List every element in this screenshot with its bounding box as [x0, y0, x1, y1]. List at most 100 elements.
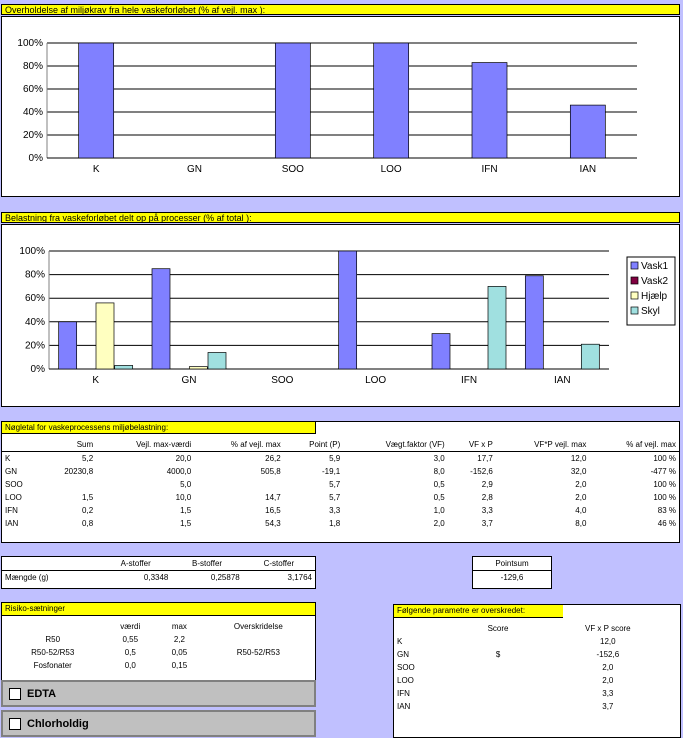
table-cell: -152,6 [596, 650, 620, 659]
chlor-label: Chlorholdig [27, 717, 89, 730]
table-cell: 0,5 [124, 648, 136, 657]
table-cell: 20230,8 [64, 467, 94, 476]
table-cell: 5,2 [82, 454, 94, 463]
table-cell: Fosfonater [33, 661, 72, 670]
table-row: IAN 3,7 [394, 700, 680, 713]
table-row: Mængde (g) 0,3348 0,25878 3,1764 [2, 571, 315, 585]
table-row: K 12,0 [394, 635, 680, 648]
table-cell: 505,8 [260, 467, 281, 476]
table-cell: 4,0 [575, 506, 587, 515]
x-tick-label: SOO [282, 164, 304, 175]
table-cell: 0,05 [171, 648, 188, 657]
table-cell: SOO [397, 663, 415, 672]
table-header: VF x P score [584, 624, 631, 633]
legend-swatch [630, 291, 639, 300]
table-cell: LOO [397, 676, 414, 685]
y-tick-label: 0% [31, 364, 46, 375]
table-row: A-stoffer B-stoffer C-stoffer [2, 557, 315, 571]
table-cell: 2,2 [173, 635, 185, 644]
table-cell: 1,0 [433, 506, 445, 515]
edta-checkbox[interactable] [9, 687, 21, 700]
y-tick-label: 80% [25, 270, 45, 281]
table-cell: 46 % [657, 519, 676, 528]
risiko-table: værdi max Overskridelse R50 0,55 2,2 R50-52/R5… [2, 620, 315, 672]
table-cell: 12,0 [600, 637, 616, 646]
table-cell [202, 659, 315, 672]
bar-Skyl-IAN [580, 343, 600, 370]
legend-label: Vask1 [641, 261, 668, 272]
table-cell: 5,9 [329, 454, 341, 463]
legend-label: Hjælp [641, 291, 668, 302]
legend-swatch [630, 276, 639, 285]
table-cell: 0,55 [122, 635, 139, 644]
table-header: B-stoffer [192, 559, 223, 568]
y-tick-label: 100% [17, 38, 43, 49]
table-cell: 1,5 [180, 506, 192, 515]
table-cell: 0,5 [433, 480, 445, 489]
table-cell: 5,0 [180, 480, 192, 489]
table-cell [202, 633, 315, 646]
table-row: R50-52/R53 0,5 0,05 R50-52/R53 [2, 646, 315, 659]
pointsum-value: -129,6 [500, 573, 524, 582]
table-row: GN $ -152,6 [394, 648, 680, 661]
table-cell: 17,7 [477, 454, 493, 463]
x-tick-label: LOO [381, 164, 402, 175]
table-cell: 1,5 [82, 493, 94, 502]
bar-Vask1-LOO [338, 250, 358, 370]
chlor-checkbox-row[interactable]: Chlorholdig [1, 710, 316, 737]
table-row: Sum Vejl. max-værdi % af vejl. max Point (P… [2, 438, 679, 452]
table-cell: 4000,0 [166, 467, 192, 476]
table-cell: 14,7 [265, 493, 281, 502]
x-tick-label: GN [187, 164, 202, 175]
table-header [2, 620, 103, 633]
table-cell: 20,0 [175, 454, 192, 463]
table-header: A-stoffer [120, 559, 151, 568]
table-cell: 16,5 [265, 506, 281, 515]
stoffer-panel: A-stoffer B-stoffer C-stoffer Mængde (g) 0,3… [1, 556, 316, 589]
table-cell: 0,15 [171, 661, 188, 670]
table-cell: K [5, 454, 11, 463]
table-cell: 1,8 [329, 519, 341, 528]
bar-value-IFN [471, 62, 508, 159]
table-cell: 8,0 [433, 467, 445, 476]
table-cell [40, 478, 96, 491]
table-row: IFN 3,3 [394, 687, 680, 700]
bar-Vask1-IAN [524, 275, 544, 370]
params-panel: Følgende parametre er overskredet: Score… [393, 604, 681, 738]
table-cell: -477 % [650, 467, 676, 476]
table-cell [460, 687, 535, 700]
table-cell: 3,0 [433, 454, 445, 463]
x-tick-label: IAN [579, 164, 596, 175]
legend-swatch [630, 306, 639, 315]
chlor-checkbox[interactable] [9, 717, 21, 730]
table-row: R50 0,55 2,2 [2, 633, 315, 646]
x-tick-label: GN [182, 375, 197, 386]
table-cell [460, 635, 535, 648]
table-cell: 2,0 [602, 663, 614, 672]
table-cell: LOO [5, 493, 22, 502]
table-cell [194, 478, 284, 491]
table-header: værdi [120, 622, 141, 631]
table-cell: IFN [5, 506, 18, 515]
table-row: LOO 1,5 10,0 14,7 5,7 0,5 2,8 2,0 100 % [2, 491, 679, 504]
table-row: SOO 2,0 [394, 661, 680, 674]
table-header: max [171, 622, 187, 631]
table-header: % af vejl. max [626, 440, 676, 449]
chart2-panel: 0% 20% 40% 60% 80% 100% K GN SOO LOO IFN IAN Vask1 Va… [1, 224, 680, 407]
table-cell [460, 661, 535, 674]
table-header: Overskridelse [233, 622, 283, 631]
table-cell: 100 % [653, 493, 676, 502]
table-cell: 0,5 [433, 493, 445, 502]
table-cell: R50 [45, 635, 61, 644]
y-tick-label: 60% [23, 84, 43, 95]
chart2-plot: 0% 20% 40% 60% 80% 100% K GN SOO LOO IFN IAN Vask1 Va… [19, 246, 676, 386]
table-header: Sum [76, 440, 94, 449]
risiko-title: Risiko-sætninger [2, 603, 315, 616]
table-cell: 12,0 [570, 454, 587, 463]
edta-checkbox-row[interactable]: EDTA [1, 680, 316, 707]
bar-Vask1-K [58, 321, 78, 370]
table-cell: R50-52/R53 [31, 648, 75, 657]
table-cell: $ [495, 650, 501, 659]
table-cell: 3,1764 [287, 573, 312, 582]
table-cell: GN [5, 467, 17, 476]
